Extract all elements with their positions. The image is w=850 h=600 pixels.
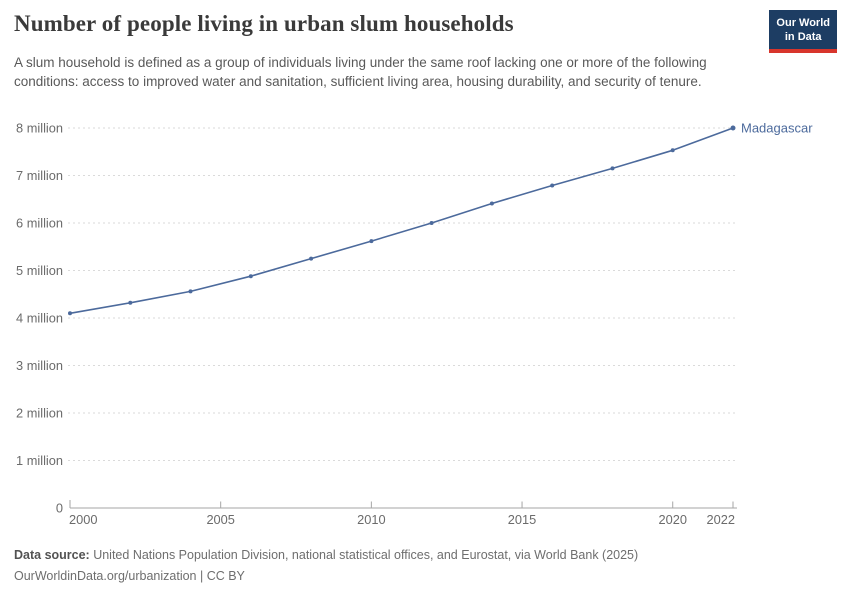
y-tick-label: 7 million [16,168,63,183]
data-point [610,166,615,171]
footer-datasource: Data source: United Nations Population D… [14,548,638,562]
data-point [730,125,736,131]
page-title: Number of people living in urban slum ho… [14,11,514,36]
y-tick-label: 3 million [16,358,63,373]
data-point [188,289,193,294]
data-point [670,148,675,153]
x-tick-label: 2005 [206,512,234,527]
data-point [489,201,494,206]
data-point [429,221,434,225]
y-tick-label: 6 million [16,216,63,231]
footer-license: OurWorldinData.org/urbanization | CC BY [14,569,245,583]
y-tick-label: 4 million [16,311,63,326]
entity-label: Madagascar [741,121,813,136]
y-tick-label: 5 million [16,263,63,278]
data-point [309,256,314,261]
x-tick-label: 2020 [658,512,686,527]
datasource-label: Data source: [14,548,90,562]
x-tick-label: 2010 [357,512,385,527]
data-point [248,274,253,279]
owid-logo-line2: in Data [784,31,822,44]
chart-subtitle: A slum household is defined as a group o… [14,55,707,89]
data-point [128,300,133,305]
owid-logo: Our World in Data [769,10,837,53]
y-tick-label: 1 million [16,453,63,468]
x-tick-label: 2015 [508,512,536,527]
data-point [68,311,72,316]
y-tick-label: 8 million [16,121,63,136]
data-point [550,183,555,188]
x-tick-label: 2000 [69,512,97,527]
datasource-text: United Nations Population Division, nati… [89,548,639,562]
series-line [69,127,734,315]
owid-logo-line1: Our World [776,17,830,29]
y-tick-label: 0 [56,501,63,516]
data-point [369,239,374,244]
line-chart: 0 1 million 2 million 3 million 4 million 5 m… [16,121,813,528]
x-tick-label: 2022 [707,512,735,527]
y-tick-label: 2 million [16,406,63,421]
